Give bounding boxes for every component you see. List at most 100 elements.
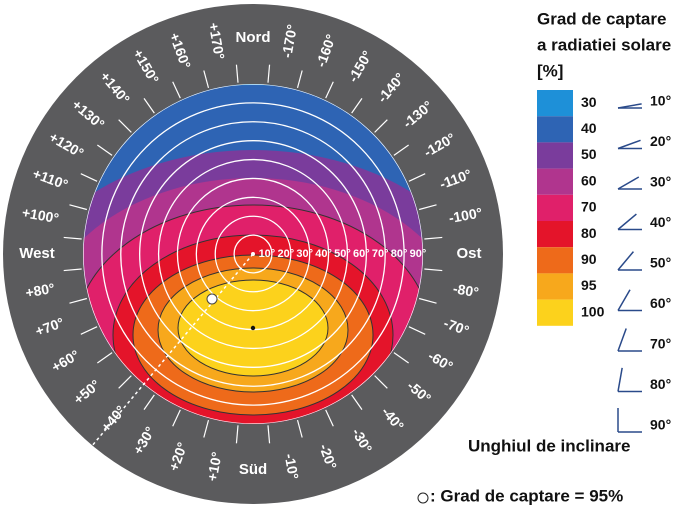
azimuth-label: -80° [452, 280, 480, 300]
marker-note: : Grad de captare = 95% [430, 486, 623, 505]
ring-tick [408, 173, 426, 182]
legend-title: [%] [537, 61, 563, 80]
ring-tick [418, 204, 437, 211]
tilt-label: 40° [650, 214, 671, 230]
tilt-plane [617, 289, 631, 311]
ring-tick [418, 297, 437, 304]
tilt-circle-label: 50° [334, 248, 351, 260]
ring-tick [267, 425, 271, 444]
ring-tick [424, 236, 443, 240]
azimuth-label: -170° [278, 23, 300, 59]
legend-title: Grad de captare [537, 9, 666, 28]
tilt-plane [617, 103, 642, 109]
tilt-title: Unghiul de inclinare [468, 436, 630, 455]
azimuth-label: +170° [206, 21, 228, 60]
tilt-circle-label: 30° [296, 248, 313, 260]
legend-label: 80 [581, 225, 597, 241]
tilt-circle [101, 102, 405, 406]
tilt-plane [617, 251, 635, 271]
tilt-plane [617, 139, 641, 150]
legend-swatch [537, 299, 573, 326]
ring-tick [97, 352, 113, 364]
ring-tick [69, 297, 88, 304]
optimum [250, 325, 256, 331]
ring-tick [393, 144, 409, 156]
tilt-plane [617, 328, 627, 352]
legend: Grad de captare a radiatiei solare [%] 30 40… [537, 9, 671, 433]
legend-label: 100 [581, 303, 605, 319]
ring-tick [69, 204, 88, 211]
tilt-label: 70° [650, 336, 671, 352]
legend-label: 90 [581, 251, 597, 267]
azimuth-label: Süd [239, 461, 267, 478]
ring-tick [424, 268, 443, 272]
marker-symbol [417, 492, 429, 504]
ring-tick [118, 375, 132, 389]
ring-tick [63, 268, 82, 272]
tilt-circle [233, 234, 273, 274]
ring-tick [235, 425, 239, 444]
azimuth-label: -100° [448, 204, 484, 226]
ring-tick [143, 98, 155, 114]
ring-tick [80, 326, 98, 335]
legend-swatch [537, 194, 573, 221]
tilt-circle-label: 70° [372, 248, 389, 260]
tilt-circle-label: 80° [391, 248, 408, 260]
azimuth-label: +100° [21, 204, 60, 226]
tilt-label: 90° [650, 417, 671, 433]
ring-tick [80, 173, 98, 182]
azimuth-label: +80° [24, 280, 56, 301]
ring-tick [296, 70, 303, 89]
tilt-plane [617, 367, 623, 392]
azimuth-label: -10° [282, 452, 302, 480]
ring-tick [296, 419, 303, 438]
marker [206, 293, 218, 305]
ring-tick [393, 352, 409, 364]
tilt-circle-label: 20° [277, 248, 294, 260]
legend-swatch [537, 273, 573, 300]
ring-tick [325, 409, 334, 427]
tilt-label: 30° [650, 174, 671, 190]
legend-swatch [537, 90, 573, 117]
tilt-circle-label: 40° [315, 248, 332, 260]
tilt-circle [195, 196, 311, 312]
azimuth-label: +10° [204, 451, 225, 483]
legend-swatch [537, 142, 573, 169]
ring-tick [143, 394, 155, 410]
tilt-circle [157, 158, 349, 350]
ring-tick [325, 81, 334, 99]
tilt-label: 20° [650, 133, 671, 149]
tilt-circle-label: 10° [259, 248, 276, 260]
legend-label: 50 [581, 146, 597, 162]
legend-label: 60 [581, 172, 597, 188]
ring-tick [97, 144, 113, 156]
ring-tick [374, 375, 388, 389]
azimuth-label: West [19, 245, 55, 262]
ring-tick [374, 119, 388, 133]
tilt-plane [617, 213, 637, 231]
legend-swatch [537, 168, 573, 195]
ring-tick [408, 326, 426, 335]
tilt-circle-label: 90° [410, 248, 427, 260]
azimuth-label: Nord [236, 29, 271, 46]
ring-tick [118, 119, 132, 133]
legend-title: a radiatiei solare [537, 35, 671, 54]
ring-tick [203, 419, 210, 438]
tilt-circle-label: 60° [353, 248, 370, 260]
tilt-circle [139, 140, 367, 368]
ring-tick [267, 64, 271, 83]
tilt-label: 60° [650, 295, 671, 311]
ring-tick [351, 98, 363, 114]
ring-tick [63, 236, 82, 240]
legend-swatch [537, 247, 573, 274]
tilt-label: 10° [650, 93, 671, 109]
ring-tick [172, 81, 181, 99]
tilt-circle [214, 215, 292, 293]
tilt-circle [120, 121, 386, 387]
azimuth-label: Ost [456, 245, 481, 262]
center [251, 252, 255, 256]
tilt-label: 80° [650, 376, 671, 392]
ring-tick [235, 64, 239, 83]
ring-tick [351, 394, 363, 410]
